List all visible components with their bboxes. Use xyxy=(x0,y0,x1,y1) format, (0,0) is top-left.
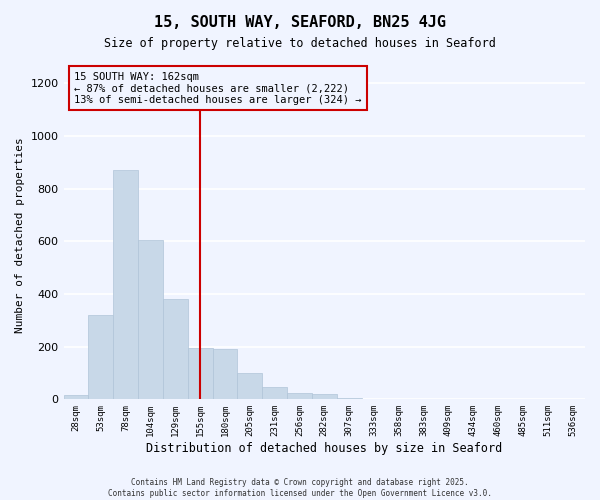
Text: 15, SOUTH WAY, SEAFORD, BN25 4JG: 15, SOUTH WAY, SEAFORD, BN25 4JG xyxy=(154,15,446,30)
Bar xyxy=(188,348,212,400)
Bar xyxy=(64,396,88,400)
Text: 15 SOUTH WAY: 162sqm
← 87% of detached houses are smaller (2,222)
13% of semi-de: 15 SOUTH WAY: 162sqm ← 87% of detached h… xyxy=(74,72,361,105)
Bar xyxy=(312,394,337,400)
Bar xyxy=(337,398,362,400)
X-axis label: Distribution of detached houses by size in Seaford: Distribution of detached houses by size … xyxy=(146,442,502,455)
Text: Contains HM Land Registry data © Crown copyright and database right 2025.
Contai: Contains HM Land Registry data © Crown c… xyxy=(108,478,492,498)
Y-axis label: Number of detached properties: Number of detached properties xyxy=(15,137,25,332)
Bar xyxy=(88,315,113,400)
Bar xyxy=(212,350,238,400)
Bar xyxy=(113,170,138,400)
Text: Size of property relative to detached houses in Seaford: Size of property relative to detached ho… xyxy=(104,38,496,51)
Bar xyxy=(138,240,163,400)
Bar xyxy=(163,299,188,400)
Bar xyxy=(262,388,287,400)
Bar xyxy=(287,392,312,400)
Bar xyxy=(238,373,262,400)
